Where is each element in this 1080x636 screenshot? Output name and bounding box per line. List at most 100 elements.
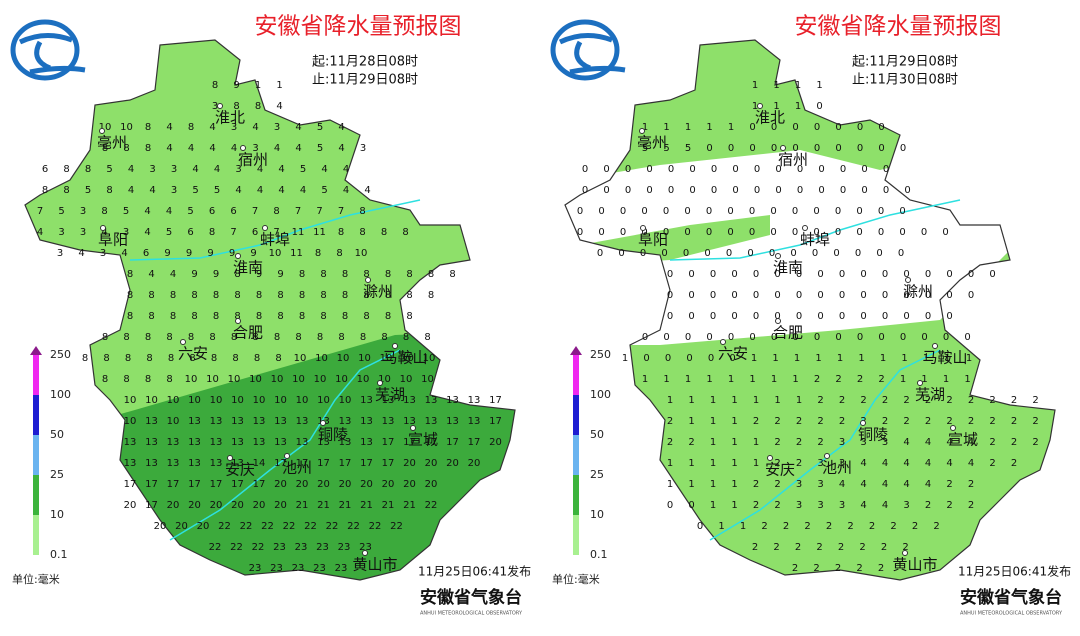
- rain-value: 10: [378, 374, 391, 385]
- city-name: 芜湖: [915, 386, 945, 404]
- rain-value: 0: [792, 143, 798, 154]
- rain-value: 22: [240, 521, 253, 532]
- rain-value: 1: [943, 374, 949, 385]
- rain-value: 3: [212, 101, 218, 112]
- rain-value: 2: [890, 521, 896, 532]
- rain-value: 8: [42, 185, 48, 196]
- rain-value: 2: [1011, 458, 1017, 469]
- rain-value: 2: [946, 479, 952, 490]
- rain-value: 13: [468, 395, 481, 406]
- rain-value: 2: [774, 458, 780, 469]
- rain-value: 0: [943, 332, 949, 343]
- rain-value: 20: [154, 521, 167, 532]
- city-name: 淮北: [215, 109, 245, 127]
- rain-value: 8: [123, 374, 129, 385]
- rain-value: 8: [299, 311, 305, 322]
- rain-value: 2: [925, 395, 931, 406]
- rain-value: 1: [710, 458, 716, 469]
- city-dot: [240, 145, 246, 151]
- rain-value: 0: [620, 206, 626, 217]
- rain-value: 10: [400, 374, 413, 385]
- rain-value: 3: [817, 479, 823, 490]
- rain-value: 1: [642, 122, 648, 133]
- city-name: 池州: [822, 459, 852, 477]
- rain-value: 8: [338, 227, 344, 238]
- rain-value: 8: [295, 332, 301, 343]
- rain-value: 23: [313, 563, 326, 574]
- rain-value: 4: [231, 143, 237, 154]
- rain-value: 23: [249, 563, 262, 574]
- rain-value: 4: [364, 185, 370, 196]
- rain-value: 1: [731, 416, 737, 427]
- rain-value: 4: [37, 227, 43, 238]
- rain-value: 2: [860, 395, 866, 406]
- city-name: 淮北: [755, 109, 785, 127]
- rain-value: 0: [817, 290, 823, 301]
- rain-value: 13: [446, 416, 459, 427]
- city-dot: [775, 253, 781, 259]
- rain-value: 3: [100, 248, 106, 259]
- rain-value: 1: [966, 353, 972, 364]
- legend-label: 50: [590, 428, 604, 441]
- rain-value: 13: [145, 437, 158, 448]
- rain-value: 8: [342, 311, 348, 322]
- legend-label: 250: [590, 348, 611, 361]
- city-name: 亳州: [637, 134, 667, 152]
- rain-value: 0: [921, 227, 927, 238]
- rain-value: 0: [816, 101, 822, 112]
- rain-value: 10: [423, 353, 436, 364]
- rain-value: 20: [231, 500, 244, 511]
- rain-value: 0: [857, 143, 863, 154]
- city-dot: [99, 128, 105, 134]
- rain-value: 13: [210, 416, 223, 427]
- rain-value: 0: [688, 311, 694, 322]
- rain-value: 0: [946, 269, 952, 280]
- rain-value: 4: [166, 206, 172, 217]
- rain-value: 8: [101, 206, 107, 217]
- map-panel: 8 9 1 13 8 8 410 10 8 4 8 4 3 4 3 4 5 48 8 8 4 4 4 4 3 4 4 5 4 36 8 8 5 4…: [10, 14, 531, 617]
- rain-value: 4: [882, 479, 888, 490]
- rain-value: 1: [794, 353, 800, 364]
- rain-value: 0: [689, 164, 695, 175]
- rain-value: 0: [577, 227, 583, 238]
- legend-swatch: [33, 395, 39, 435]
- rain-value: 20: [296, 479, 309, 490]
- rain-value: 13: [188, 416, 201, 427]
- rain-value: 4: [274, 143, 280, 154]
- rain-value: 4: [128, 164, 134, 175]
- rain-value: 0: [688, 290, 694, 301]
- rain-value: 0: [835, 206, 841, 217]
- rain-value: 8: [299, 269, 305, 280]
- city-dot: [180, 339, 186, 345]
- rain-value: 8: [336, 248, 342, 259]
- rain-value: 20: [253, 500, 266, 511]
- rain-value: 13: [210, 437, 223, 448]
- rain-value: 8: [127, 290, 133, 301]
- rain-value: 20: [403, 458, 416, 469]
- rain-value: 0: [769, 248, 775, 259]
- rain-value: 0: [749, 227, 755, 238]
- rain-value: 8: [234, 269, 240, 280]
- rain-value: 2: [795, 542, 801, 553]
- rain-value: 17: [382, 458, 395, 469]
- rain-value: 13: [231, 416, 244, 427]
- rain-value: 0: [582, 164, 588, 175]
- rain-value: 0: [925, 269, 931, 280]
- rain-value: 20: [468, 458, 481, 469]
- rain-value: 10: [145, 395, 158, 406]
- rain-value: 0: [754, 185, 760, 196]
- rain-value: 2: [839, 395, 845, 406]
- rain-value: 6: [209, 206, 215, 217]
- rain-value: 10: [99, 122, 112, 133]
- rain-value: 20: [210, 500, 223, 511]
- rain-value: 8: [255, 101, 261, 112]
- rain-value: 4: [925, 479, 931, 490]
- rain-value: 7: [295, 206, 301, 217]
- rain-value: 4: [188, 143, 194, 154]
- rain-value: 8: [381, 227, 387, 238]
- city-dot: [362, 550, 368, 556]
- legend-label: 50: [50, 428, 64, 441]
- rain-value: 8: [406, 269, 412, 280]
- rain-value: 0: [814, 332, 820, 343]
- rain-value: 0: [749, 332, 755, 343]
